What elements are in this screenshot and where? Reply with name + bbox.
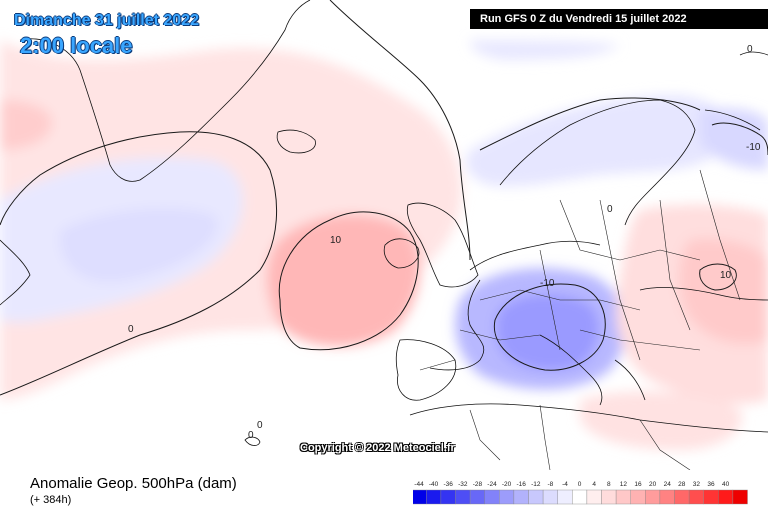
lead-time: (+ 384h) xyxy=(30,494,72,506)
legend-swatch xyxy=(499,489,515,505)
legend-tick-label: -44 xyxy=(414,481,424,488)
legend-swatch xyxy=(440,489,456,505)
legend-swatch xyxy=(630,489,646,505)
legend-tick-label: 12 xyxy=(620,481,628,488)
legend-tick-label: -8 xyxy=(548,481,554,488)
legend-tick-label: -16 xyxy=(516,481,526,488)
legend-swatch xyxy=(426,489,442,505)
legend-swatch xyxy=(718,489,734,505)
legend-swatch xyxy=(732,489,748,505)
contour-label: 0 xyxy=(248,430,254,441)
legend-swatch xyxy=(469,489,485,505)
legend-swatch xyxy=(674,489,690,505)
contour-labels: 0 10 0 -10 0 10 -10 0 0 xyxy=(128,44,761,441)
legend-tick-label: 16 xyxy=(634,481,642,488)
legend-swatch xyxy=(411,489,427,505)
legend-tick-label: 8 xyxy=(607,481,611,488)
contour-label: 0 xyxy=(257,420,263,431)
legend-tick-label: -24 xyxy=(487,481,497,488)
variable-title: Anomalie Geop. 500hPa (dam) xyxy=(30,475,237,492)
anomaly-map: 0 10 0 -10 0 10 -10 0 0 xyxy=(0,0,768,470)
legend-swatch xyxy=(645,489,661,505)
legend-swatch xyxy=(659,489,675,505)
anomaly-shading xyxy=(0,40,768,450)
legend-swatch xyxy=(557,489,573,505)
legend-tick-label: 32 xyxy=(693,481,701,488)
legend-swatch xyxy=(688,489,704,505)
legend-tick-label: 36 xyxy=(707,481,715,488)
contour-label: 0 xyxy=(747,44,753,55)
contour-label: 0 xyxy=(607,204,613,215)
legend-tick-label: -4 xyxy=(562,481,568,488)
legend-swatch xyxy=(572,489,588,505)
anomaly-contours xyxy=(0,0,768,396)
legend-swatch xyxy=(455,489,471,505)
legend-tick-label: 28 xyxy=(678,481,686,488)
legend-tick-label: 40 xyxy=(722,481,730,488)
contour-label: 0 xyxy=(128,324,134,335)
legend-swatch xyxy=(703,489,719,505)
legend-swatch xyxy=(528,489,544,505)
contour-label: -10 xyxy=(746,142,761,153)
legend-swatch xyxy=(542,489,558,505)
legend-swatch xyxy=(586,489,602,505)
contour-label: 10 xyxy=(720,270,732,281)
forecast-time: 2:00 locale xyxy=(20,33,133,58)
legend-tick-label: 20 xyxy=(649,481,657,488)
legend-tick-label: -36 xyxy=(443,481,453,488)
legend-tick-label: -40 xyxy=(429,481,439,488)
legend-swatch xyxy=(484,489,500,505)
country-borders xyxy=(419,169,741,470)
legend-tick-label: -28 xyxy=(473,481,483,488)
legend-swatch xyxy=(601,489,617,505)
map-canvas: 0 10 0 -10 0 10 -10 0 0 xyxy=(0,0,768,470)
coastlines xyxy=(0,0,768,446)
copyright: Copyright © 2022 Meteociel.fr xyxy=(300,442,455,454)
color-legend: -44 -40 -36 -32 -28 -24 -20 -16 -12 -8 -4 0 4 8 12 16 20… xyxy=(411,476,753,515)
legend-swatch xyxy=(513,489,529,505)
forecast-date: Dimanche 31 juillet 2022 xyxy=(14,12,199,29)
legend-swatch xyxy=(615,489,631,505)
legend-tick-label: 24 xyxy=(664,481,672,488)
contour-label: -10 xyxy=(540,278,555,289)
legend-tick-label: -32 xyxy=(458,481,468,488)
legend-tick-label: -12 xyxy=(531,481,541,488)
legend-tick-label: -20 xyxy=(502,481,512,488)
contour-label: 10 xyxy=(330,235,342,246)
model-run-label: Run GFS 0 Z du Vendredi 15 juillet 2022 xyxy=(470,9,768,29)
legend-scale: -44 -40 -36 -32 -28 -24 -20 -16 -12 -8 -4 0 4 8 12 16 20… xyxy=(411,481,748,505)
legend-tick-label: 0 xyxy=(578,481,582,488)
legend-tick-label: 4 xyxy=(592,481,596,488)
